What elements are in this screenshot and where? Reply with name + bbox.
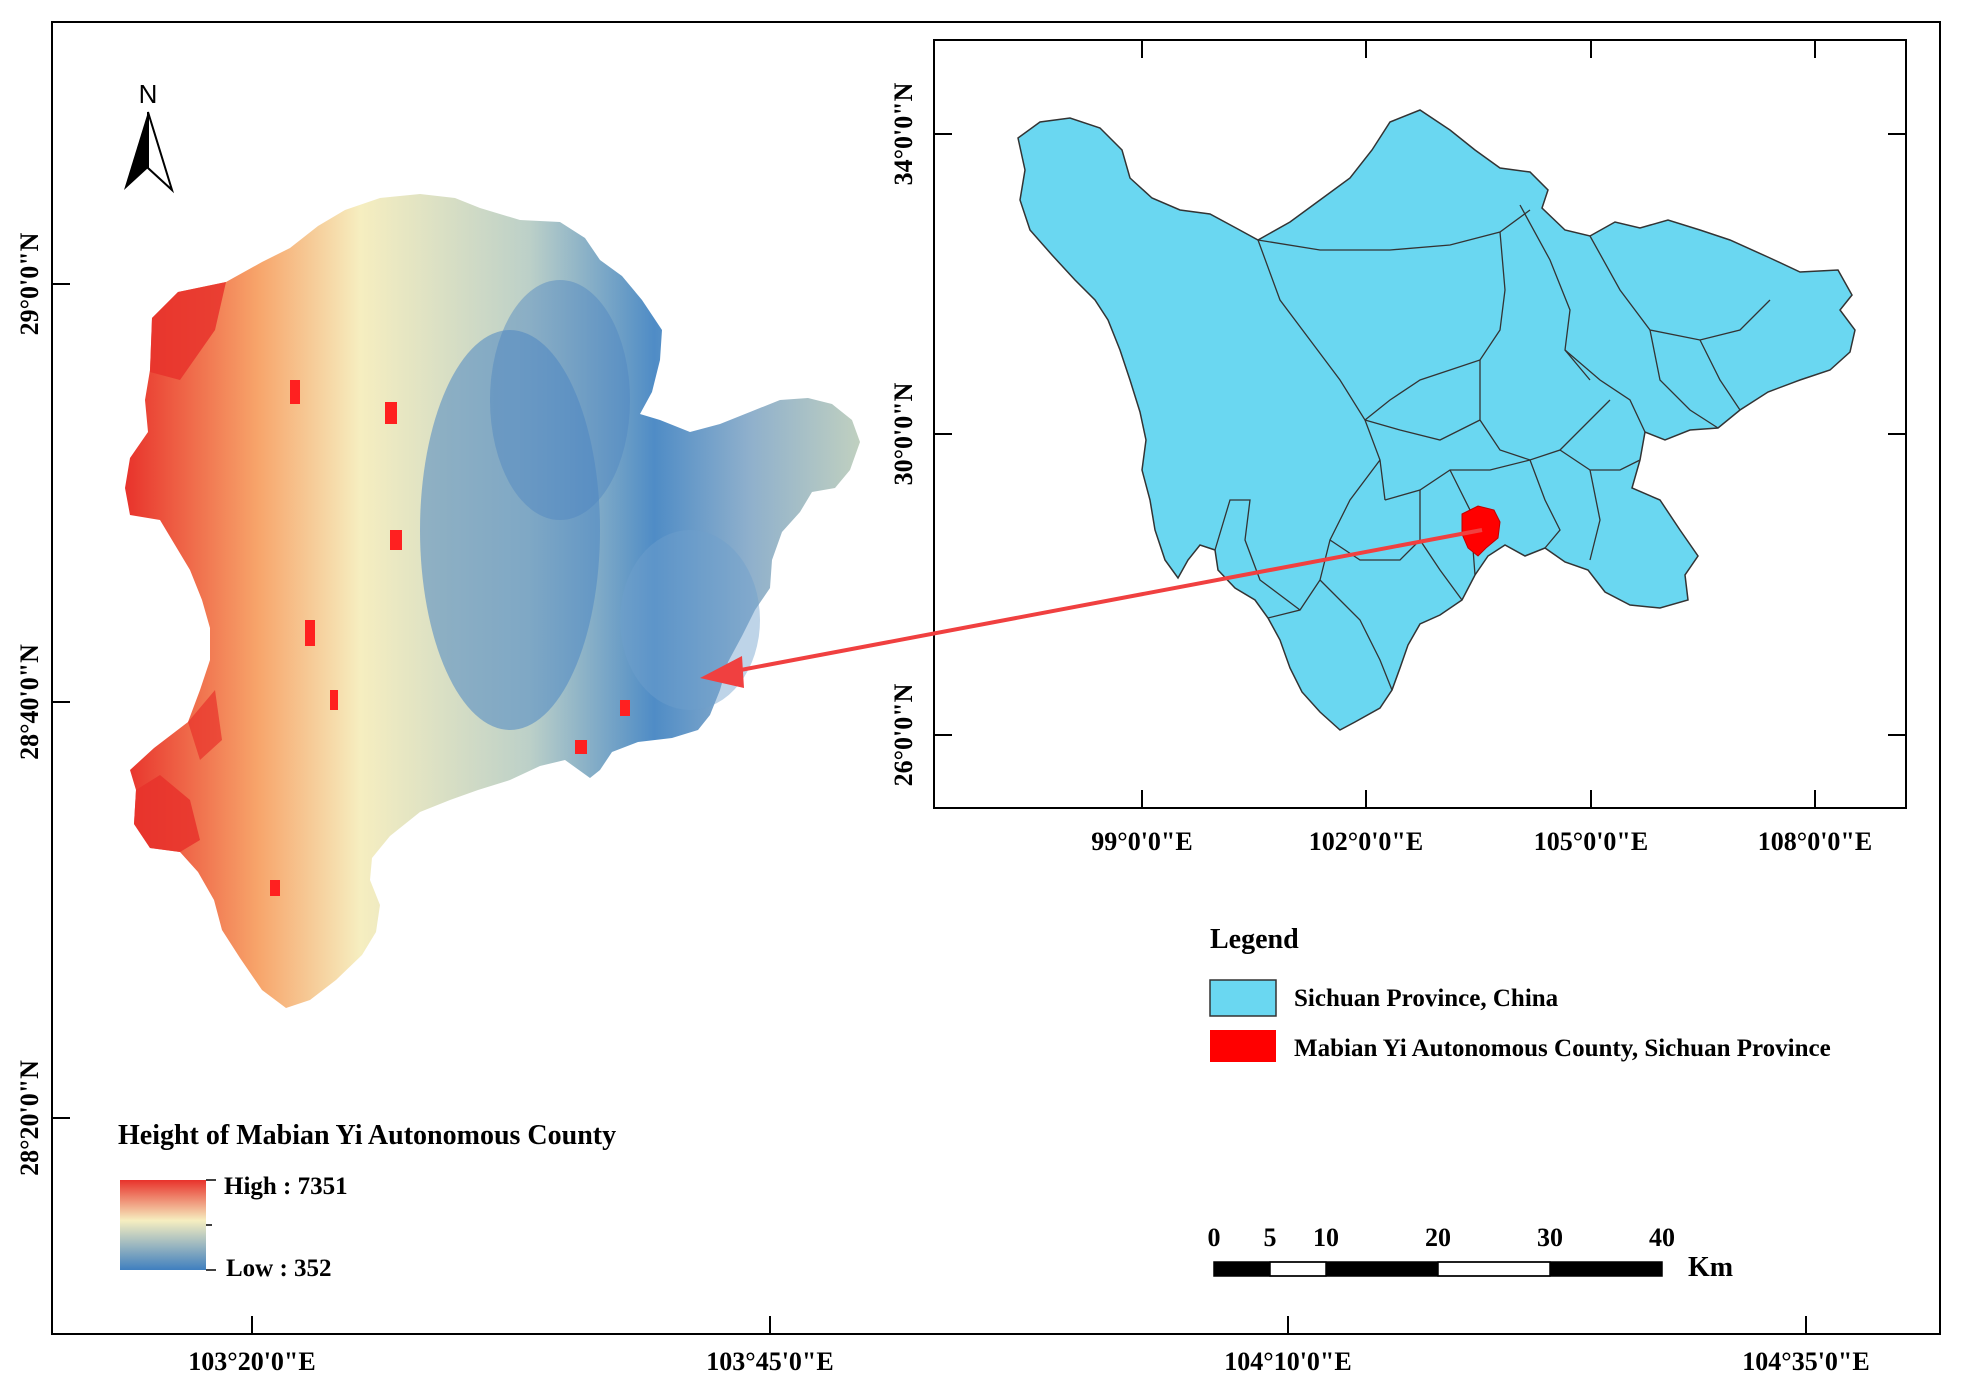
scale-tick-5: 5	[1264, 1223, 1277, 1252]
lon-label-103-45: 103°45'0"E	[706, 1347, 833, 1376]
legend-swatch-province	[1209, 979, 1277, 1017]
locator-arrow	[700, 528, 1483, 688]
elevation-colorbar	[120, 1180, 206, 1270]
province-shape	[1017, 109, 1856, 731]
scale-tick-0: 0	[1208, 1223, 1221, 1252]
legend-label-county: Mabian Yi Autonomous County, Sichuan Pro…	[1294, 1035, 1831, 1062]
elevation-high-label: High : 7351	[224, 1173, 348, 1200]
north-arrow-label: N	[139, 79, 158, 109]
legend-title: Legend	[1210, 924, 1299, 955]
lon-label-103-20: 103°20'0"E	[188, 1347, 315, 1376]
elevation-legend-title: Height of Mabian Yi Autonomous County	[118, 1120, 616, 1151]
main-map-frame	[51, 21, 1941, 1335]
elevation-legend: Height of Mabian Yi Autonomous County Hi…	[118, 1120, 616, 1282]
lat-label-28-40: 28°40'0"N	[15, 644, 44, 760]
legend: Legend Sichuan Province, China Mabian Yi…	[1209, 924, 1831, 1062]
inset-lon-label-105: 105°0'0"E	[1534, 827, 1648, 856]
scale-tick-40: 40	[1649, 1223, 1675, 1252]
main-map-ticks	[52, 283, 1807, 1334]
sichuan-province	[1017, 109, 1856, 731]
county-elevation-map	[125, 194, 860, 1008]
inset-lat-label-30: 30°0'0"N	[889, 382, 918, 485]
inset-lon-label-99: 99°0'0"E	[1091, 827, 1192, 856]
inset-lat-label-26: 26°0'0"N	[889, 683, 918, 786]
scale-tick-20: 20	[1425, 1223, 1451, 1252]
scale-bar: 0 5 10 20 30 40 Km	[1208, 1223, 1734, 1283]
lat-label-29-00: 29°0'0"N	[15, 232, 44, 335]
inset-lon-label-108: 108°0'0"E	[1758, 827, 1872, 856]
legend-label-province: Sichuan Province, China	[1294, 985, 1559, 1012]
scale-tick-10: 10	[1313, 1223, 1339, 1252]
legend-swatch-county	[1210, 1030, 1276, 1062]
scale-unit: Km	[1688, 1252, 1733, 1283]
inset-map-ticks	[934, 40, 1906, 808]
north-arrow-icon: N	[124, 79, 175, 194]
elevation-low-label: Low : 352	[226, 1255, 332, 1282]
inset-lon-label-102: 102°0'0"E	[1309, 827, 1423, 856]
lon-label-104-10: 104°10'0"E	[1224, 1347, 1351, 1376]
scale-tick-30: 30	[1537, 1223, 1563, 1252]
lon-label-104-35: 104°35'0"E	[1742, 1347, 1869, 1376]
lat-label-28-20: 28°20'0"N	[15, 1060, 44, 1176]
inset-lat-label-34: 34°0'0"N	[889, 82, 918, 185]
